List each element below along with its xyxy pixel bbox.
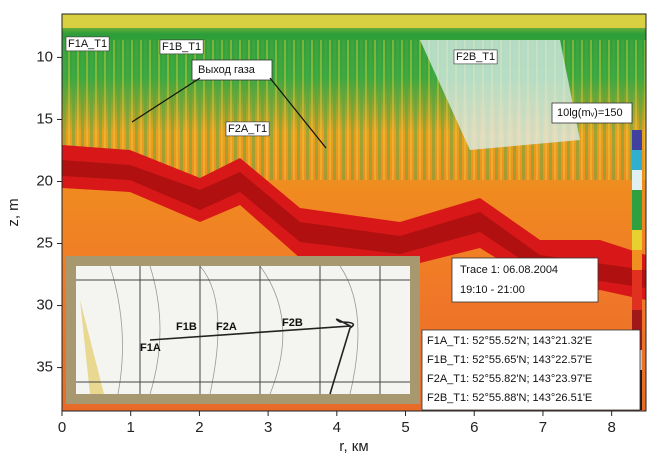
annotation: F2A_T1	[228, 123, 267, 135]
x-tick-label: 7	[539, 419, 547, 436]
annotation: F1B_T1	[162, 41, 201, 53]
coordinate-text: F1A_T1: 52°55.52'N; 143°21.32'E	[427, 335, 592, 347]
x-tick-label: 0	[58, 419, 66, 436]
x-tick-label: 2	[195, 419, 203, 436]
annotation: Выход газа	[198, 64, 256, 76]
annotation-box	[225, 121, 270, 137]
y-tick-label: 20	[36, 172, 53, 189]
annotation: F1A_T1	[68, 38, 107, 50]
annotation-box	[65, 36, 110, 52]
inset-map	[66, 256, 420, 404]
y-tick-label: 30	[36, 297, 53, 314]
coordinate-text: F1B_T1: 52°55.65'N; 143°22.57'E	[427, 354, 592, 366]
coordinate-text: F2B_T1: 52°55.88'N; 143°26.51'E	[427, 392, 592, 404]
x-tick-label: 8	[607, 419, 615, 436]
x-tick-label: 1	[127, 419, 135, 436]
map-label: F1A	[140, 342, 161, 354]
annotation: F2B_T1	[456, 51, 495, 63]
annotation-box	[453, 49, 498, 65]
map-label: F2A	[216, 321, 237, 333]
y-tick-label: 35	[36, 359, 53, 376]
y-tick-label: 10	[36, 48, 53, 65]
map-label: F2B	[282, 317, 303, 329]
x-tick-label: 6	[470, 419, 478, 436]
y-tick-label: 15	[36, 110, 53, 127]
trace-text: 19:10 - 21:00	[460, 284, 525, 296]
trace-text: Trace 1: 06.08.2004	[460, 264, 558, 276]
plot-frame	[61, 13, 647, 412]
x-axis-label: r, км	[339, 438, 368, 455]
arrows	[131, 77, 327, 149]
x-tick-label: 4	[333, 419, 341, 436]
x-tick-label: 5	[401, 419, 409, 436]
map-label: F1B	[176, 321, 197, 333]
colorbar-label: 10lg(mᵥ)=150	[557, 107, 623, 119]
x-tick-label: 3	[264, 419, 272, 436]
y-tick-label: 25	[36, 234, 53, 251]
y-axis-label: z, m	[5, 198, 22, 226]
coordinate-text: F2A_T1: 52°55.82'N; 143°23.97'E	[427, 373, 592, 385]
annotation-box	[159, 39, 204, 55]
label-boxes	[191, 59, 641, 411]
